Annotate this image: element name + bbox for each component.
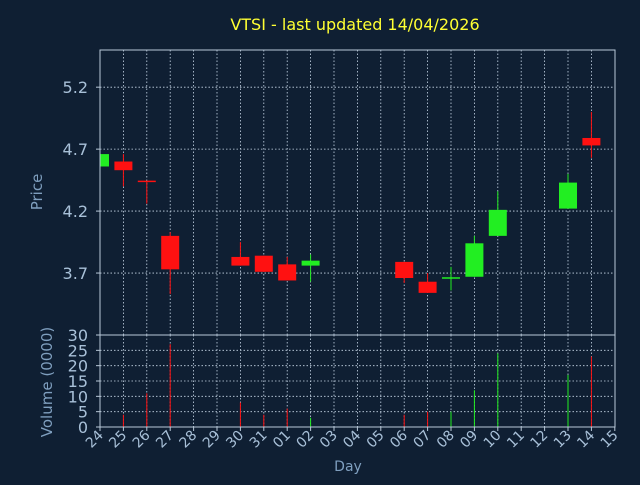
volume-tick-label: 20	[68, 357, 88, 376]
candle-body	[582, 137, 601, 146]
price-tick-label: 4.2	[63, 202, 88, 221]
volume-bars	[122, 344, 592, 427]
x-tick-label: 05	[364, 428, 388, 452]
volume-tick-label: 25	[68, 341, 88, 360]
price-tick-label: 5.2	[63, 78, 88, 97]
x-tick-label: 27	[153, 428, 177, 452]
x-tick-label: 28	[177, 428, 201, 452]
price-grid	[100, 50, 615, 335]
chart-title: VTSI - last updated 14/04/2026	[230, 15, 479, 34]
x-tick-label: 04	[340, 427, 364, 451]
candle-body	[559, 182, 577, 209]
candles	[100, 111, 601, 295]
x-tick-label: 15	[598, 428, 622, 452]
x-tick-label: 31	[247, 428, 271, 452]
x-tick-label: 25	[106, 428, 130, 452]
candle-body	[418, 281, 437, 293]
volume-grid	[100, 335, 615, 427]
volume-tick-label: 30	[68, 326, 88, 345]
candle-body	[465, 243, 484, 277]
candle-body	[278, 264, 297, 281]
price-tick-label: 4.7	[63, 140, 88, 159]
x-tick-label: 10	[481, 428, 505, 452]
x-tick-label: 26	[130, 427, 154, 451]
price-tick-label: 3.7	[63, 264, 88, 283]
candle-body	[231, 256, 250, 266]
candle-body	[301, 260, 320, 266]
candle-body	[161, 235, 180, 270]
x-tick-label: 07	[411, 428, 435, 452]
x-axis-ticks: 24 25 26 27 28 29 30 31 01 02 03 04 05 06 07 08 09 10 11 12…	[83, 427, 622, 451]
volume-axis-label: Volume (0000)	[38, 327, 56, 437]
candle-body	[254, 255, 273, 272]
candle-body	[395, 261, 414, 278]
candle-body	[114, 161, 133, 171]
x-tick-label: 02	[294, 428, 318, 452]
volume-tick-label: 0	[78, 418, 88, 437]
x-tick-label: 14	[574, 427, 598, 451]
x-tick-label: 13	[551, 428, 575, 452]
x-tick-label: 11	[504, 428, 528, 452]
x-tick-label: 08	[434, 428, 458, 452]
x-tick-label: 09	[457, 428, 481, 452]
x-axis-label: Day	[334, 459, 362, 475]
volume-tick-label: 5	[78, 403, 88, 422]
x-tick-label: 06	[387, 427, 411, 451]
price-axis-label: Price	[28, 174, 46, 211]
candle-body	[100, 154, 109, 167]
x-tick-label: 30	[223, 428, 247, 452]
volume-tick-label: 10	[68, 387, 88, 406]
x-tick-label: 03	[317, 428, 341, 452]
x-tick-label: 01	[270, 428, 294, 452]
volume-tick-label: 15	[68, 372, 88, 391]
candle-body	[488, 209, 507, 236]
x-tick-label: 29	[200, 428, 224, 452]
x-tick-label: 12	[528, 428, 552, 452]
price-y-ticks: 3.7 4.2 4.7 5.2	[63, 78, 100, 283]
